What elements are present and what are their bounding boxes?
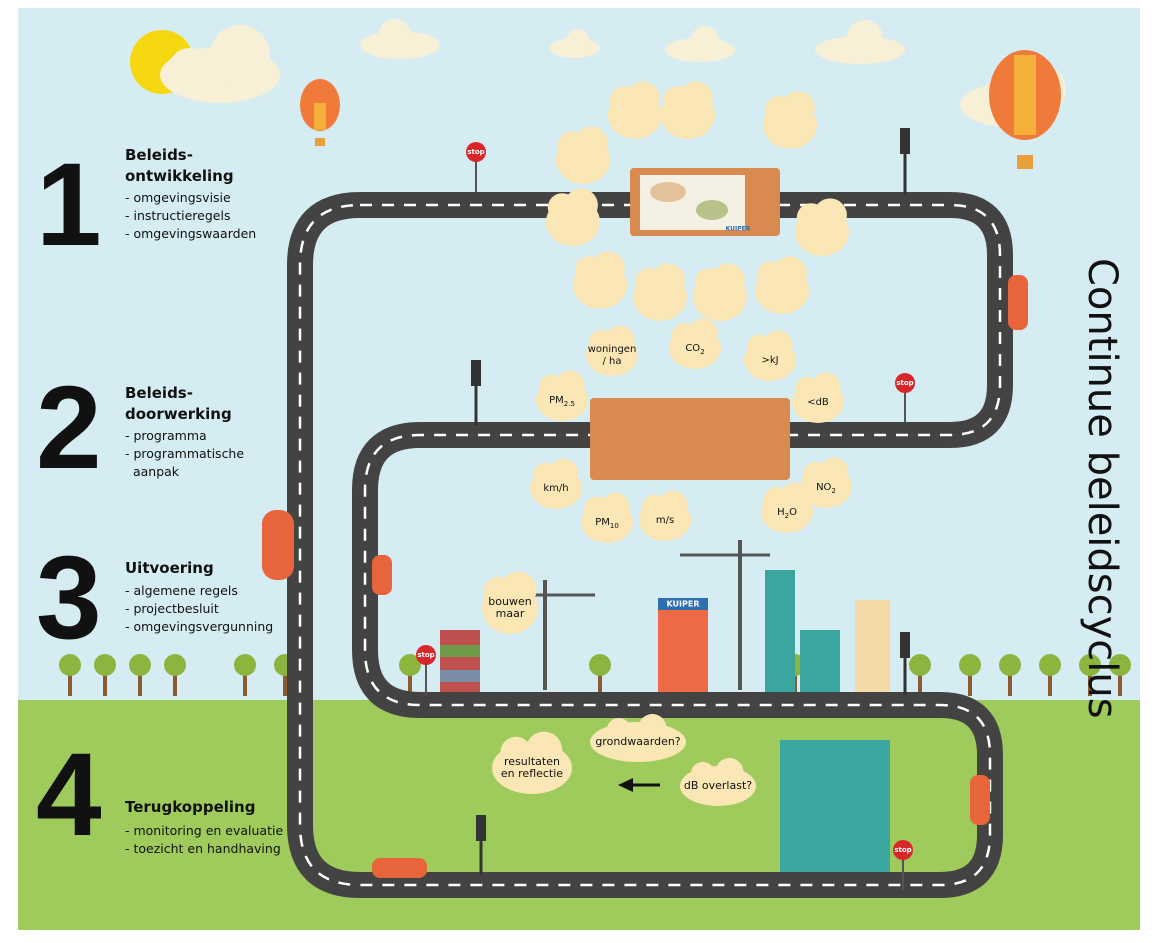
stop-label: stop: [417, 651, 434, 659]
stage-number: 2: [36, 362, 102, 494]
indicator-label-base: PM: [595, 517, 610, 528]
bubble-bump: [651, 263, 685, 297]
stage-title: Beleids-: [125, 146, 193, 164]
indicator-label: m/s: [656, 515, 674, 526]
tree-crown: [959, 654, 981, 676]
bubble-bump: [591, 251, 625, 285]
bubble-bump: [626, 81, 660, 115]
speech-label: dB overlast?: [684, 779, 752, 792]
stage-item: - omgevingsvergunning: [125, 619, 273, 634]
indicator-label: / ha: [602, 356, 621, 367]
stage-title: ontwikkeling: [125, 167, 234, 185]
stop-label: stop: [894, 846, 911, 854]
tree-crown: [129, 654, 151, 676]
brand-label: KUIPER: [726, 226, 751, 233]
stage-title: doorwerking: [125, 405, 232, 423]
tree-crown: [589, 654, 611, 676]
bubble-bump: [781, 91, 815, 125]
stop-label: stop: [467, 148, 484, 156]
vertical-title: Continue beleidscyclus: [1079, 258, 1125, 719]
speech-label: grondwaarden?: [595, 735, 680, 748]
bubble-bump: [711, 263, 745, 297]
speech-label: en reflectie: [501, 767, 563, 780]
indicator-label-sub: 2.5: [564, 400, 575, 408]
speech-label: maar: [496, 607, 525, 620]
stage-item: - programmatische: [125, 446, 244, 461]
stage-item: aanpak: [125, 464, 180, 479]
indicator-label-tail: O: [789, 507, 797, 518]
indicator-label-base: NO: [816, 482, 831, 493]
stage-number: 4: [36, 729, 102, 861]
bubble-bump: [574, 126, 608, 160]
stage-item: - toezicht en handhaving: [125, 841, 281, 856]
bubble-bump: [679, 81, 713, 115]
brand-label: KUIPER: [666, 600, 699, 609]
stop-label: stop: [896, 379, 913, 387]
indicator-label: km/h: [543, 483, 568, 494]
stage-item: - instructieregels: [125, 208, 230, 223]
indicator-label-base: PM: [549, 395, 564, 406]
tree-crown: [999, 654, 1021, 676]
tree-crown: [164, 654, 186, 676]
bubble-bump: [564, 188, 598, 222]
stage-item: - projectbesluit: [125, 601, 219, 616]
indicator-label-base: CO: [685, 343, 700, 354]
indicator-label-sub: 2: [700, 348, 704, 356]
stage-title: Uitvoering: [125, 559, 214, 577]
stage-item: - programma: [125, 428, 207, 443]
indicator-label: woningen: [588, 344, 637, 355]
bubble-bump: [813, 198, 847, 232]
stage-item: - omgevingsvisie: [125, 190, 231, 205]
stage-item: - monitoring en evaluatie: [125, 823, 283, 838]
stage-number: 1: [36, 139, 102, 271]
stage-number: 3: [36, 532, 102, 664]
infographic: Continue beleidscyclus 1 Beleids-ontwikke…: [0, 0, 1157, 943]
indicator-label-base: H: [777, 507, 785, 518]
indicator-label-sub: 2: [831, 487, 835, 495]
stage-title: Beleids-: [125, 384, 193, 402]
bubble-bump: [773, 256, 807, 290]
indicator-label: >kJ: [761, 355, 778, 366]
stage-item: - algemene regels: [125, 583, 238, 598]
stage-item: - omgevingswaarden: [125, 226, 256, 241]
tree-crown: [234, 654, 256, 676]
indicator-label: <dB: [807, 397, 829, 408]
tree-crown: [1039, 654, 1061, 676]
indicator-label-sub: 10: [610, 522, 619, 530]
tree-crown: [909, 654, 931, 676]
stage-title: Terugkoppeling: [125, 798, 255, 816]
